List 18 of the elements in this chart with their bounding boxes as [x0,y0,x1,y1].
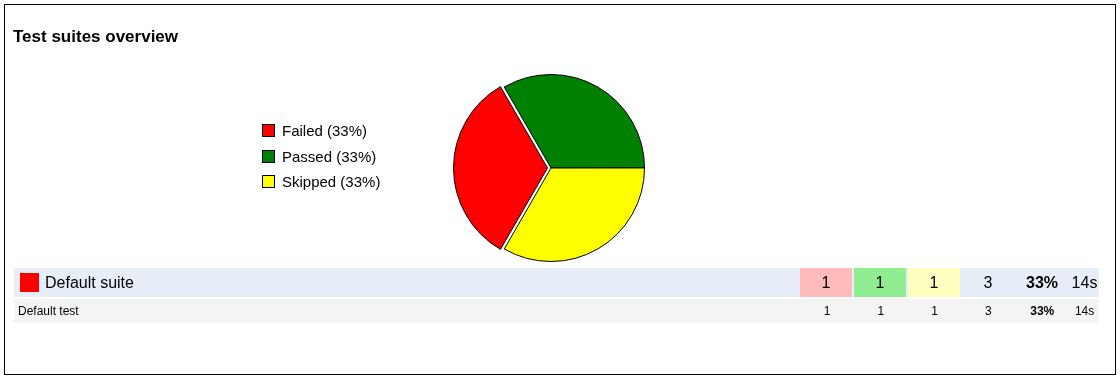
legend-label: Skipped (33%) [282,173,381,191]
text: 33% [1030,304,1055,318]
text: 1 [877,304,885,318]
text: Test suites overview [13,27,179,47]
text: Default test [18,304,79,318]
legend-label: Failed (33%) [282,122,368,140]
text: Default suite [45,273,134,292]
text: 1 [931,304,938,318]
text: 1 [821,273,831,292]
text: 3 [983,273,993,292]
legend-label: Passed (33%) [282,147,377,165]
text: 14s [1074,304,1095,318]
text: 1 [929,273,939,292]
text: 1 [823,304,831,318]
text: 1 [875,273,885,292]
text: 3 [985,304,992,318]
text: 14s [1071,273,1098,292]
text: 33% [1025,273,1059,292]
